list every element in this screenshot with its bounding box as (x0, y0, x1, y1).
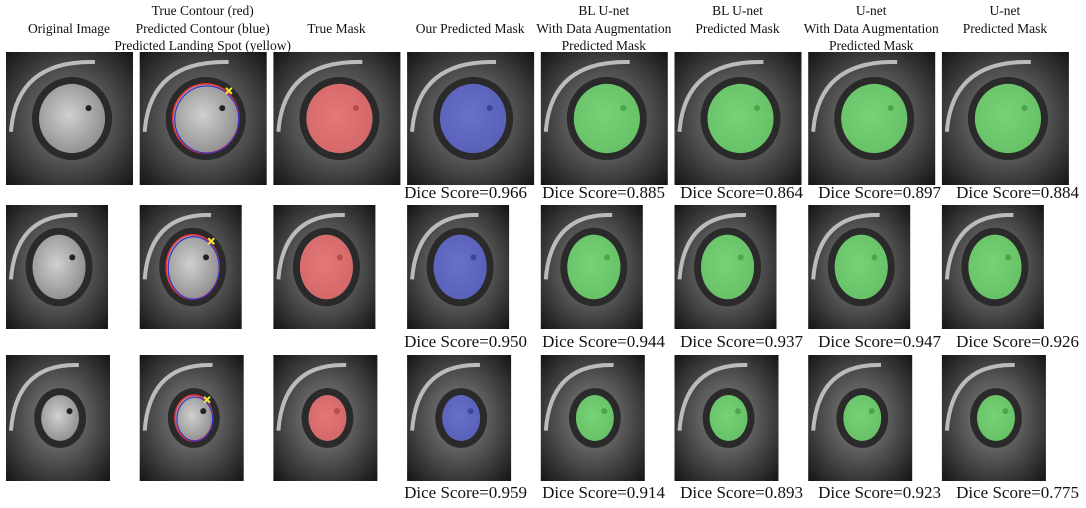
blood-pool (41, 395, 79, 441)
blood-pool (39, 84, 105, 153)
figure: Original Image True Contour (red) Predicte… (0, 0, 1086, 508)
column-header: With Data Augmentation (804, 21, 939, 36)
mri-image (808, 52, 935, 185)
column-header: Predicted Mask (695, 21, 780, 36)
column-header: True Contour (red) (152, 3, 254, 18)
dice-score: Dice Score=0.897 (818, 183, 941, 202)
mri-image (942, 52, 1069, 185)
dice-score: Dice Score=0.885 (542, 183, 665, 202)
column-header: Predicted Mask (829, 38, 914, 53)
column-header: BL U-net (712, 3, 763, 18)
column-header: BL U-net (578, 3, 629, 18)
column-header: With Data Augmentation (536, 21, 671, 36)
mask (701, 235, 754, 299)
column-header: Original Image (28, 21, 110, 36)
mri-image (6, 355, 110, 481)
blood-pool (33, 235, 86, 299)
dice-score: Dice Score=0.937 (680, 332, 803, 351)
dice-score: Dice Score=0.884 (956, 183, 1079, 202)
column-header: U-net (990, 3, 1021, 18)
mri-image (675, 52, 802, 185)
mask (975, 84, 1041, 153)
mri-image (942, 355, 1046, 481)
column-header: Predicted Contour (blue) (136, 21, 270, 36)
mask (841, 84, 907, 153)
dice-score: Dice Score=0.966 (404, 183, 527, 202)
mri-image (541, 205, 643, 329)
papillary (219, 105, 225, 111)
dice-score: Dice Score=0.944 (542, 332, 665, 351)
mri-image (407, 52, 534, 185)
column-header: Our Predicted Mask (416, 21, 525, 36)
dice-score: Dice Score=0.864 (680, 183, 803, 202)
dice-score: Dice Score=0.926 (956, 332, 1079, 351)
mri-image (942, 205, 1044, 329)
mri-image (140, 52, 267, 185)
mri-image (407, 205, 509, 329)
column-header: Predicted Mask (963, 21, 1048, 36)
mask (440, 84, 506, 153)
mask (708, 84, 774, 153)
dice-score: Dice Score=0.947 (818, 332, 941, 351)
mask (843, 395, 881, 441)
mask (977, 395, 1015, 441)
papillary (69, 254, 75, 260)
mask (442, 395, 480, 441)
mri-image (541, 52, 668, 185)
mask (710, 395, 748, 441)
dice-score: Dice Score=0.914 (542, 483, 665, 502)
mri-image (273, 52, 400, 185)
dice-score: Dice Score=0.893 (680, 483, 803, 502)
mask (309, 395, 347, 441)
mri-image (273, 355, 377, 481)
column-header: U-net (856, 3, 887, 18)
mri-image (808, 355, 912, 481)
mri-image (140, 205, 242, 329)
mask (968, 235, 1021, 299)
dice-score: Dice Score=0.959 (404, 483, 527, 502)
papillary (200, 408, 206, 414)
mri-image (6, 52, 133, 185)
mask (300, 235, 353, 299)
mri-image (407, 355, 511, 481)
papillary (203, 254, 209, 260)
mri-image (541, 355, 645, 481)
dice-score: Dice Score=0.950 (404, 332, 527, 351)
mask (576, 395, 614, 441)
mri-image (808, 205, 910, 329)
mri-image (675, 355, 779, 481)
papillary (86, 105, 92, 111)
dice-score: Dice Score=0.775 (956, 483, 1079, 502)
column-header: Predicted Landing Spot (yellow) (114, 38, 291, 53)
column-header: Predicted Mask (562, 38, 647, 53)
mask (434, 235, 487, 299)
mask (567, 235, 620, 299)
column-header: True Mask (307, 21, 366, 36)
mri-image (140, 355, 244, 481)
mask (306, 84, 372, 153)
papillary (67, 408, 73, 414)
mri-image (675, 205, 777, 329)
mask (574, 84, 640, 153)
mask (835, 235, 888, 299)
dice-score: Dice Score=0.923 (818, 483, 941, 502)
mri-image (273, 205, 375, 329)
mri-image (6, 205, 108, 329)
